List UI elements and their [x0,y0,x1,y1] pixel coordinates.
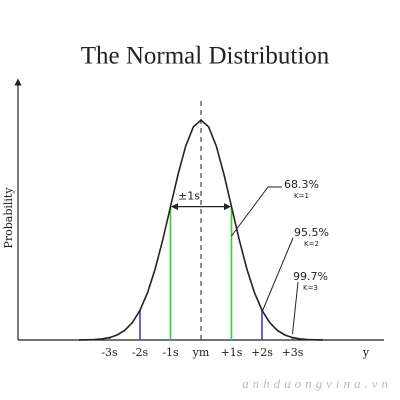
leader-line [231,186,282,237]
x-tick-label: +1s [221,346,243,359]
leader-line [292,281,299,335]
annotation: 68.3% [284,178,319,191]
x-tick-label: +3s [282,346,304,359]
x-tick-label: -3s [101,346,118,359]
x-tick-label: -1s [162,346,179,359]
x-tick-label: -2s [132,346,149,359]
annotation-sub: K=1 [294,192,309,200]
annotation: 95.5% [294,226,329,239]
annotation: 99.7% [293,270,328,283]
watermark: anhduongvina.vn [242,376,392,391]
curve [78,119,324,341]
leader-line [261,237,294,313]
x-tick-label: ym [192,346,210,359]
x-tick-label: +2s [251,346,273,359]
y-axis-label: Probability [2,187,15,249]
annotation-sub: K=3 [303,284,318,292]
bracket-label: ±1s [178,190,200,203]
x-axis-label: y [362,346,370,359]
annotation-sub: K=2 [304,240,319,248]
chart-title: The Normal Distribution [81,43,330,70]
